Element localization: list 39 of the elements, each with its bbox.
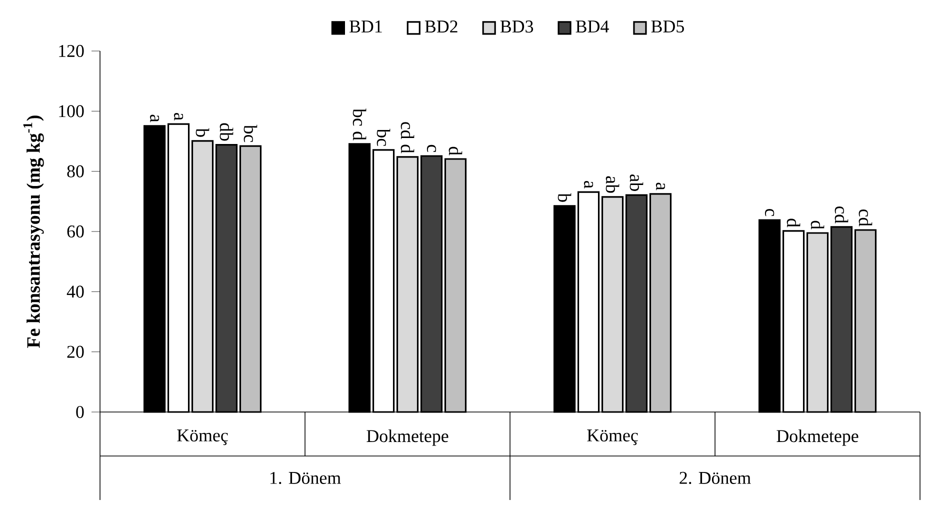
data-label: c <box>764 208 774 216</box>
data-label: db <box>220 123 234 141</box>
data-label: bc d <box>352 108 366 140</box>
text: 1. Dönem <box>270 472 341 484</box>
y-tick-label: 40 <box>66 286 84 298</box>
y-tick-label: 60 <box>67 225 84 238</box>
data-label: cd d <box>400 122 414 154</box>
data-label: a <box>584 180 594 188</box>
data-label: bc <box>244 124 258 142</box>
y-tick-label: 100 <box>59 105 84 118</box>
data-label: a <box>656 182 666 190</box>
y-tick-label: 20 <box>67 346 84 358</box>
y-tick-label: 80 <box>67 165 84 178</box>
data-label: bc <box>376 128 390 146</box>
data-label: d <box>810 220 824 230</box>
legend-label: BD3 <box>500 20 534 33</box>
x-tick-label: Kömeç <box>587 430 638 446</box>
data-label: cd <box>858 209 872 226</box>
legend-label: BD1 <box>350 20 382 32</box>
text: 2. Dönem <box>680 472 751 484</box>
legend-label: BD2 <box>424 20 458 32</box>
data-label: a <box>174 112 184 120</box>
x-tick-label: Dokmetepe <box>366 430 448 446</box>
y-tick-label: 0 <box>76 406 84 418</box>
y-axis-title: Fe konsantrasyonu (mg kg$^{-1}$) <box>23 116 44 348</box>
legend-label: BD4 <box>576 20 609 32</box>
data-label: cd <box>834 206 848 224</box>
x-tick-label: Dokmetepe <box>776 430 858 446</box>
x-tick-label: Kömeç <box>177 430 228 446</box>
legend-label: BD5 <box>651 20 684 33</box>
data-label: d <box>786 218 800 228</box>
data-label: ab <box>606 176 620 193</box>
data-label: b <box>558 193 572 202</box>
data-label: a <box>150 114 160 122</box>
data-label: ab <box>630 174 644 191</box>
data-label: c <box>426 144 436 152</box>
data-label: b <box>196 128 210 137</box>
y-tick-label: 120 <box>59 44 84 58</box>
data-label: d <box>448 146 462 156</box>
